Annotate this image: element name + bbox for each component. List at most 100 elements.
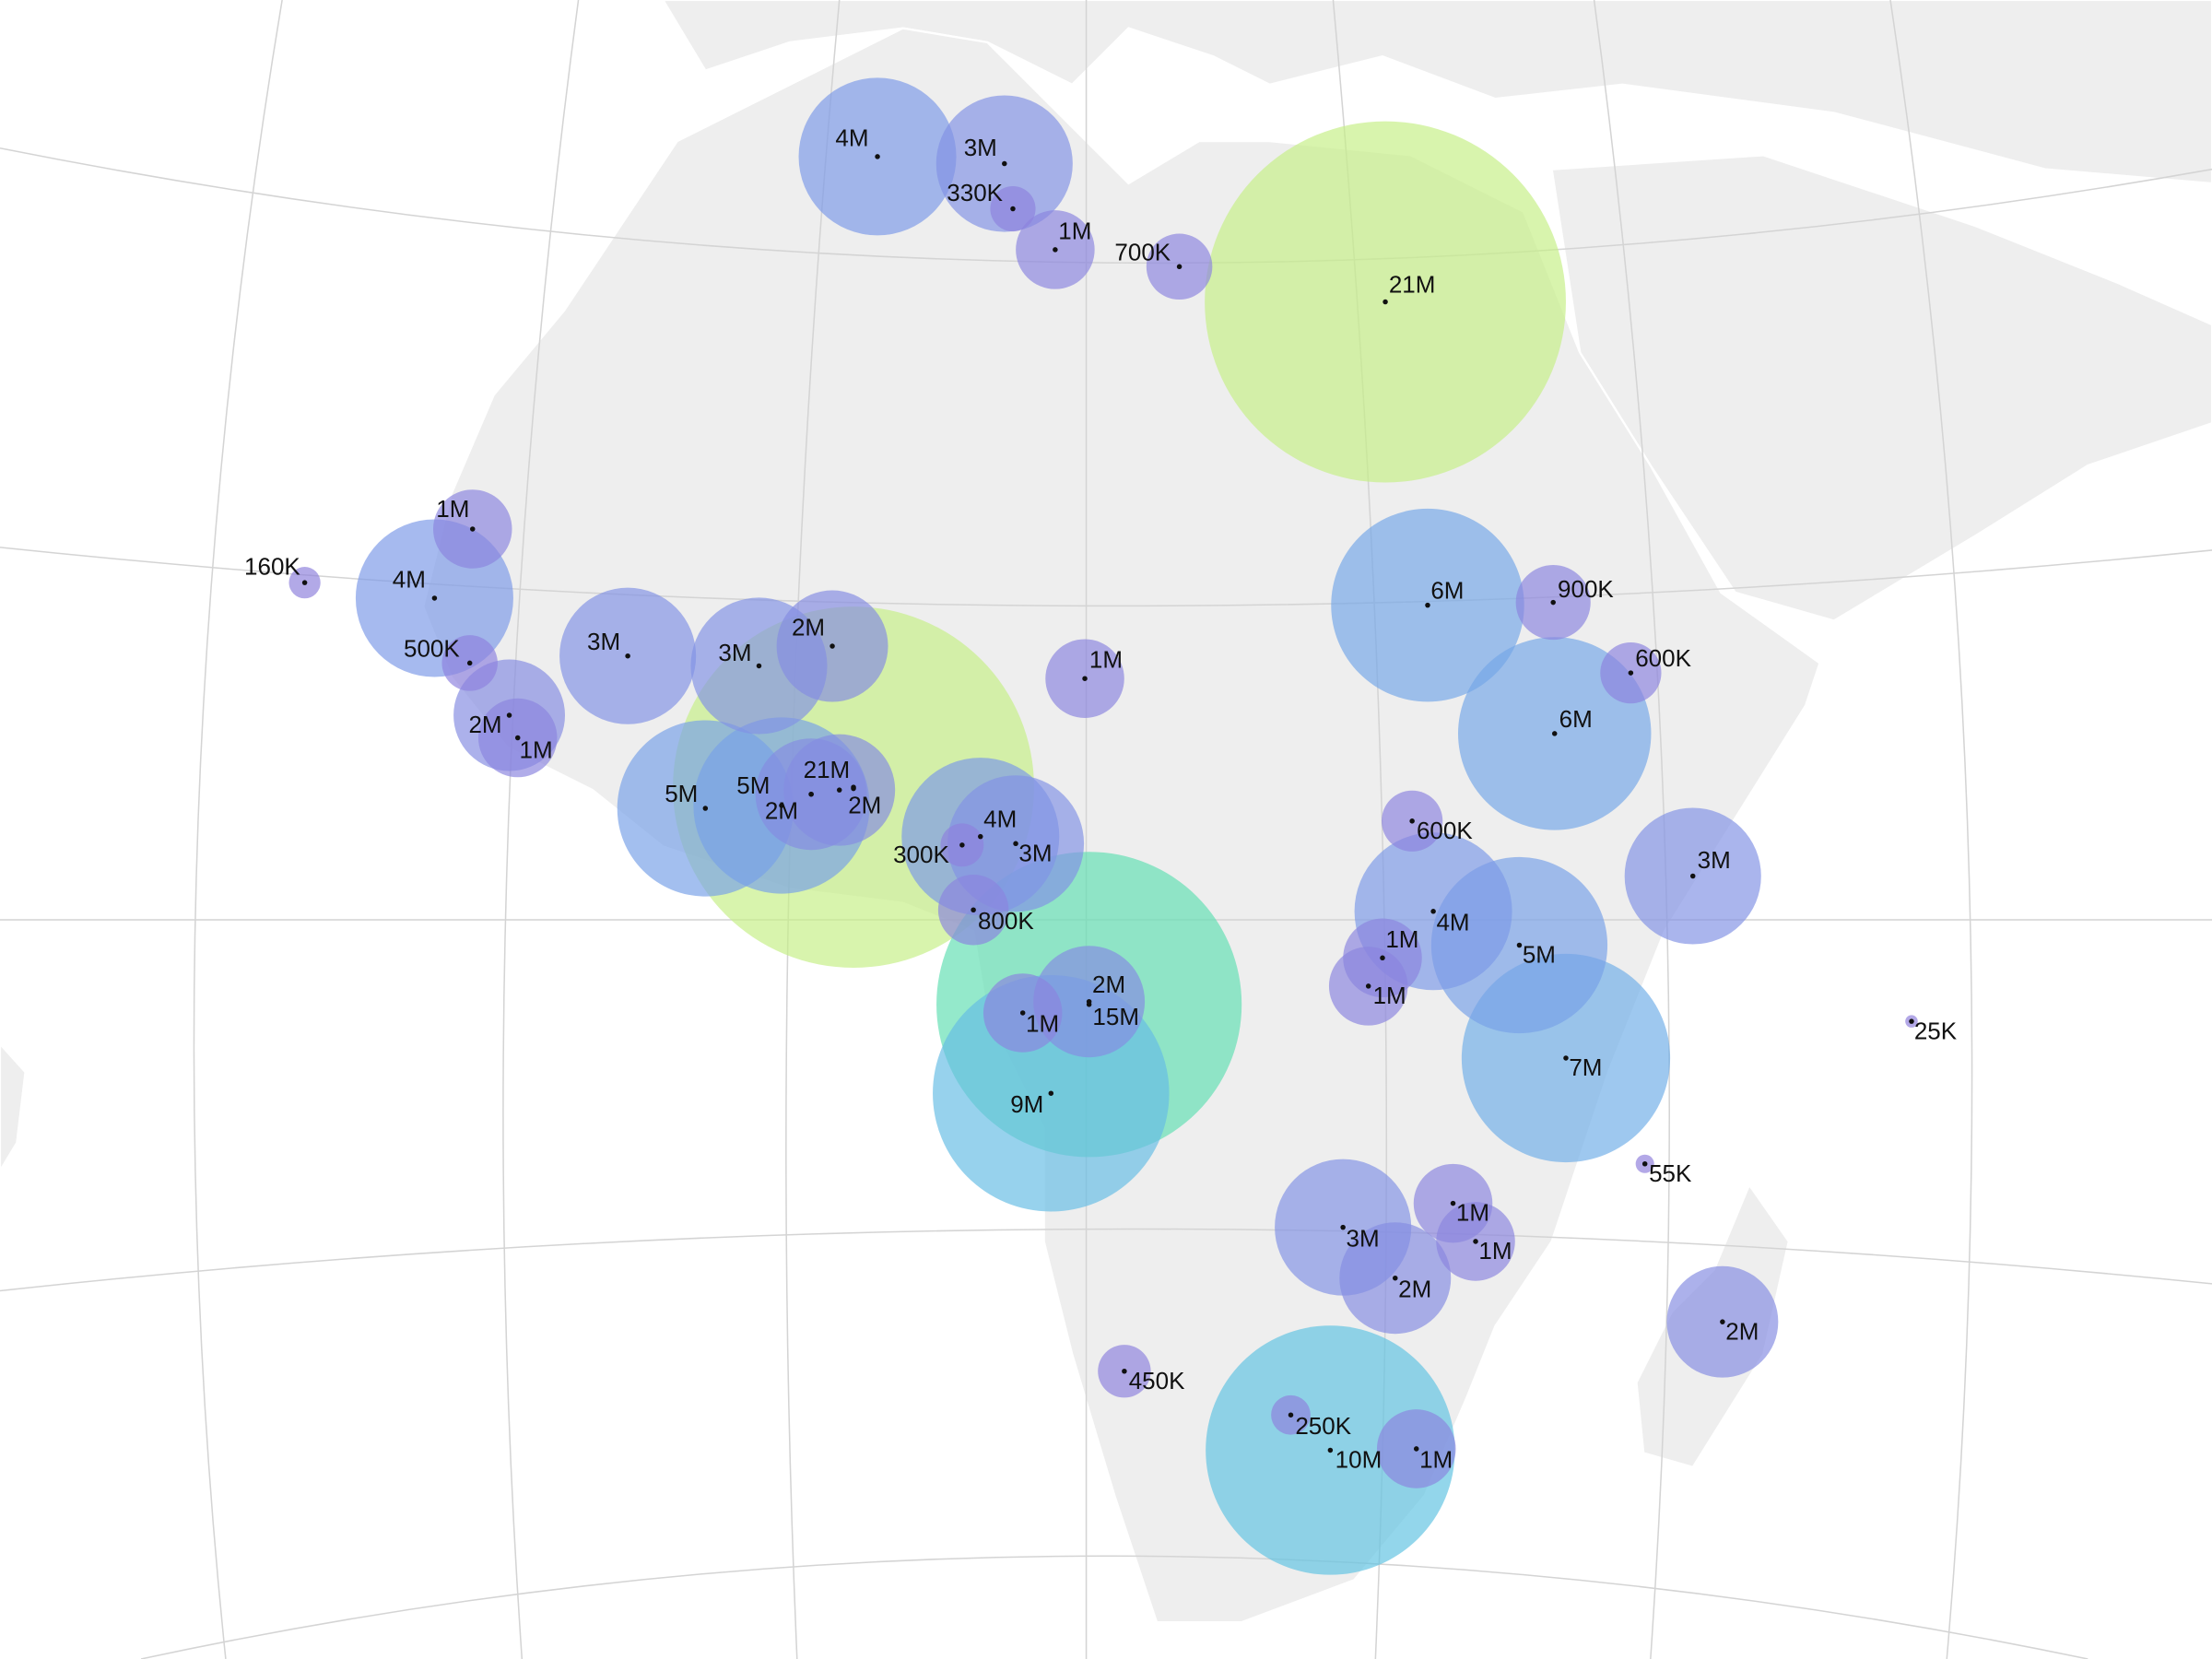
location-dot <box>1430 909 1436 914</box>
value-label: 4M <box>983 806 1017 833</box>
value-label: 300K <box>893 841 949 868</box>
value-label: 3M <box>587 628 620 655</box>
value-label: 700K <box>1114 238 1171 265</box>
value-label: 3M <box>964 134 997 161</box>
value-label: 3M <box>718 639 751 666</box>
value-label: 4M <box>393 565 426 593</box>
value-label: 500K <box>404 634 460 662</box>
location-dot <box>1563 1055 1569 1061</box>
value-label: 3M <box>1018 839 1052 866</box>
value-label: 1M <box>436 495 469 523</box>
location-dot <box>1176 264 1182 270</box>
location-dot <box>1720 1319 1725 1324</box>
location-dot <box>1473 1239 1478 1244</box>
location-dot <box>1628 670 1634 676</box>
location-dot <box>971 907 976 912</box>
value-label: 1M <box>1373 982 1406 1009</box>
parallel <box>0 1228 2212 1292</box>
location-dot <box>1393 1275 1398 1281</box>
meridian <box>502 0 580 1659</box>
location-dot <box>1053 247 1058 253</box>
location-dot <box>1019 1010 1026 1016</box>
value-label: 330K <box>947 179 1003 206</box>
location-dot <box>1425 602 1430 608</box>
location-dot <box>1086 998 1092 1005</box>
meridian <box>1889 0 1973 1659</box>
value-label: 3M <box>1698 846 1731 874</box>
value-label: 7M <box>1569 1053 1602 1081</box>
location-dot <box>1551 731 1558 736</box>
location-dot <box>470 526 476 532</box>
location-dot <box>1450 1200 1456 1206</box>
location-dot <box>959 842 965 848</box>
value-label: 450K <box>1129 1367 1185 1394</box>
value-label: 2M <box>1092 971 1125 998</box>
location-dot <box>1010 206 1016 212</box>
value-label: 1M <box>520 736 553 764</box>
value-label: 21M <box>804 756 851 783</box>
location-dot <box>431 595 438 601</box>
value-label: 2M <box>468 711 501 738</box>
location-dot <box>1122 1369 1127 1374</box>
location-dot <box>851 785 856 792</box>
location-dot <box>1413 1446 1419 1452</box>
value-label: 21M <box>1389 271 1436 299</box>
value-label: 1M <box>1419 1446 1453 1474</box>
location-dot <box>1641 1161 1648 1167</box>
location-dot <box>1048 1090 1054 1096</box>
value-label: 10M <box>1335 1446 1382 1474</box>
value-label: 3M <box>1347 1224 1380 1252</box>
location-dot <box>625 653 630 659</box>
value-label: 160K <box>244 553 300 581</box>
value-label: 5M <box>736 771 770 799</box>
value-label: 5M <box>665 780 698 807</box>
value-label: 2M <box>792 614 825 641</box>
value-label: 600K <box>1417 817 1473 844</box>
parallel <box>140 1555 2088 1659</box>
value-label: 600K <box>1635 644 1691 672</box>
location-dot <box>506 712 512 718</box>
value-label: 800K <box>978 907 1034 935</box>
south-america-edge <box>0 1041 27 1173</box>
location-dot <box>466 660 473 666</box>
location-dot <box>830 643 835 649</box>
location-dot <box>1550 599 1556 606</box>
location-dot <box>1909 1018 1914 1024</box>
value-label: 2M <box>1398 1275 1431 1302</box>
value-label: 250K <box>1295 1412 1351 1440</box>
value-label: 5M <box>1523 941 1556 969</box>
location-dot <box>1689 873 1696 879</box>
location-dot <box>1082 676 1088 681</box>
location-dot <box>1340 1224 1346 1230</box>
parallel <box>0 547 2212 607</box>
value-label: 4M <box>835 124 868 151</box>
location-dot <box>756 663 762 669</box>
location-dot <box>1327 1447 1334 1453</box>
value-label: 2M <box>765 797 798 825</box>
location-dot <box>1382 299 1388 305</box>
location-dot <box>978 833 983 840</box>
meridian <box>193 0 283 1659</box>
value-label: 2M <box>848 791 881 818</box>
location-dot <box>514 735 521 741</box>
value-label: 4M <box>1436 908 1469 935</box>
location-dot <box>808 791 814 797</box>
location-dot <box>1409 818 1415 824</box>
value-label: 15M <box>1092 1003 1139 1030</box>
location-dot <box>1013 841 1018 847</box>
value-label: 55K <box>1649 1159 1692 1187</box>
location-dot <box>836 787 842 793</box>
value-label: 1M <box>1026 1010 1059 1038</box>
location-dot <box>1002 160 1007 167</box>
location-dot <box>1288 1412 1294 1418</box>
location-dot <box>779 803 784 808</box>
location-dot <box>702 806 709 811</box>
value-label: 1M <box>1456 1199 1489 1227</box>
parallel <box>0 147 2212 265</box>
value-label: 1M <box>1478 1237 1512 1265</box>
value-label: 1M <box>1089 646 1123 674</box>
